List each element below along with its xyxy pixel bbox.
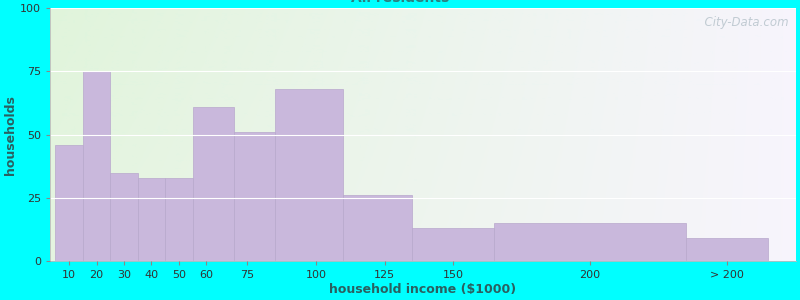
Text: All residents: All residents <box>351 0 449 5</box>
Bar <box>494 223 686 261</box>
Bar <box>165 178 193 261</box>
Bar <box>343 195 412 261</box>
Bar <box>110 172 138 261</box>
Bar <box>83 71 110 261</box>
Bar <box>234 132 275 261</box>
Bar <box>193 107 234 261</box>
Bar <box>138 178 165 261</box>
Text: City-Data.com: City-Data.com <box>697 16 788 29</box>
Bar <box>412 228 494 261</box>
Bar <box>686 238 769 261</box>
X-axis label: household income ($1000): household income ($1000) <box>330 283 517 296</box>
Bar <box>55 145 83 261</box>
Bar <box>275 89 343 261</box>
Y-axis label: households: households <box>4 95 17 175</box>
